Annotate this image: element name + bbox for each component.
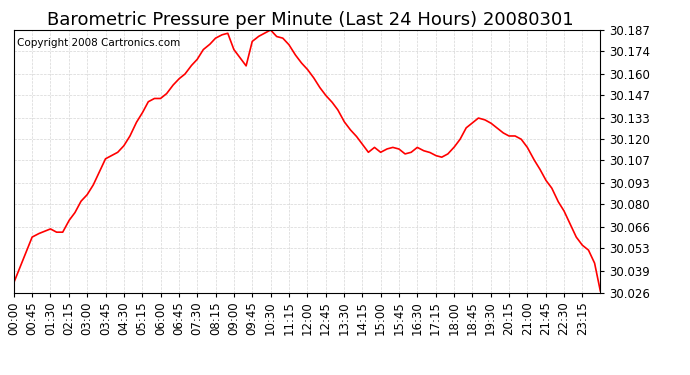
Text: Barometric Pressure per Minute (Last 24 Hours) 20080301: Barometric Pressure per Minute (Last 24 … — [47, 11, 574, 29]
Text: Copyright 2008 Cartronics.com: Copyright 2008 Cartronics.com — [17, 38, 180, 48]
